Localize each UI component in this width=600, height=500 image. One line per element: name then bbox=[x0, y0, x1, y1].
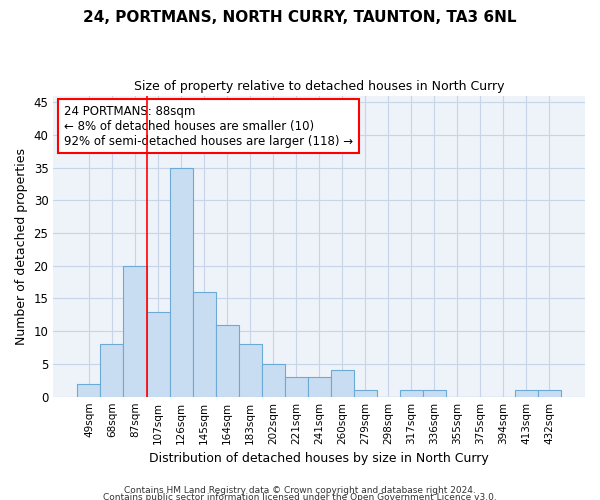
Bar bbox=[100, 344, 124, 397]
Bar bbox=[124, 266, 146, 396]
Bar bbox=[77, 384, 100, 396]
Bar bbox=[308, 377, 331, 396]
Bar bbox=[331, 370, 353, 396]
Bar bbox=[239, 344, 262, 397]
Bar bbox=[262, 364, 284, 396]
Bar bbox=[400, 390, 423, 396]
Bar bbox=[193, 292, 215, 397]
Bar bbox=[353, 390, 377, 396]
X-axis label: Distribution of detached houses by size in North Curry: Distribution of detached houses by size … bbox=[149, 452, 489, 465]
Text: Contains HM Land Registry data © Crown copyright and database right 2024.: Contains HM Land Registry data © Crown c… bbox=[124, 486, 476, 495]
Bar bbox=[284, 377, 308, 396]
Bar bbox=[215, 324, 239, 396]
Bar bbox=[423, 390, 446, 396]
Text: Contains public sector information licensed under the Open Government Licence v3: Contains public sector information licen… bbox=[103, 494, 497, 500]
Y-axis label: Number of detached properties: Number of detached properties bbox=[15, 148, 28, 344]
Bar bbox=[538, 390, 561, 396]
Text: 24 PORTMANS: 88sqm
← 8% of detached houses are smaller (10)
92% of semi-detached: 24 PORTMANS: 88sqm ← 8% of detached hous… bbox=[64, 104, 353, 148]
Text: 24, PORTMANS, NORTH CURRY, TAUNTON, TA3 6NL: 24, PORTMANS, NORTH CURRY, TAUNTON, TA3 … bbox=[83, 10, 517, 25]
Title: Size of property relative to detached houses in North Curry: Size of property relative to detached ho… bbox=[134, 80, 505, 93]
Bar bbox=[170, 168, 193, 396]
Bar bbox=[146, 312, 170, 396]
Bar bbox=[515, 390, 538, 396]
